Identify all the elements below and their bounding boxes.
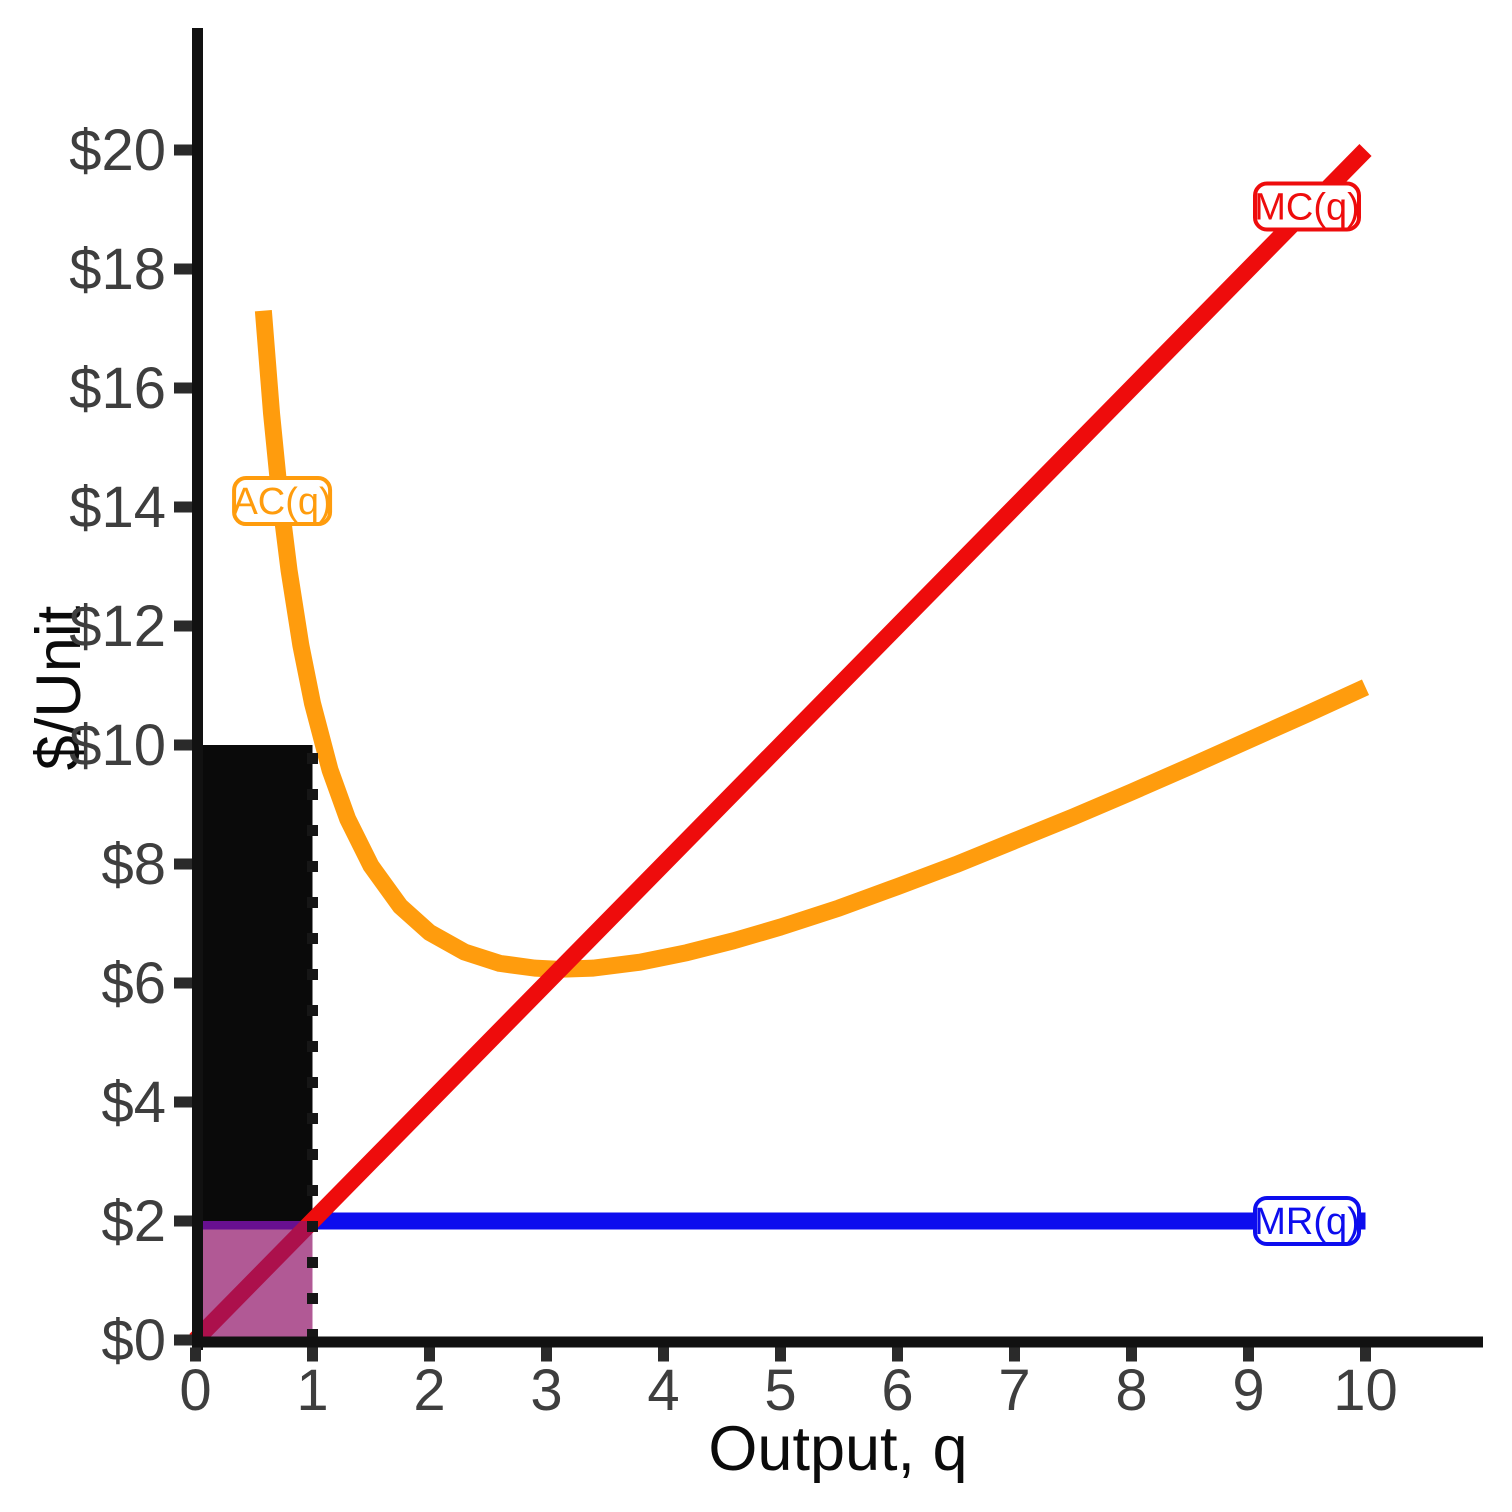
x-tick-label: 8	[1115, 1358, 1147, 1423]
y-tick-label: $2	[101, 1189, 166, 1254]
x-tick-label: 4	[647, 1358, 679, 1423]
mrq-label: MR(q)	[1254, 1201, 1360, 1243]
x-tick-label: 5	[764, 1358, 796, 1423]
x-tick-label: 7	[998, 1358, 1030, 1423]
x-tick	[1360, 1347, 1371, 1362]
x-tick	[1243, 1347, 1254, 1362]
x-tick	[658, 1347, 669, 1362]
y-tick-label: $10	[69, 713, 166, 778]
y-tick	[174, 739, 192, 751]
mrq-label-box	[1253, 1196, 1361, 1246]
revenue-rectangle	[197, 1221, 313, 1340]
y-tick	[174, 382, 192, 394]
mcq-line	[189, 144, 1372, 1346]
y-tick	[174, 977, 192, 989]
x-tick-label: 6	[881, 1358, 913, 1423]
acq-label: AC(q)	[232, 481, 331, 523]
y-tick-label: $4	[101, 1070, 166, 1135]
y-axis-title: $/Unit	[24, 605, 94, 770]
acq-line	[254, 309, 1370, 978]
x-tick	[307, 1347, 318, 1362]
y-tick	[174, 620, 192, 632]
x-tick-label: 9	[1232, 1358, 1264, 1423]
x-tick	[424, 1347, 435, 1362]
y-tick-label: $12	[69, 594, 166, 659]
y-tick-label: $18	[69, 237, 166, 302]
x-tick	[541, 1347, 552, 1362]
y-tick-label: $20	[69, 118, 166, 183]
y-tick	[174, 1096, 192, 1108]
axes-layer: Output, q $/Unit $0 $2 $4 $6 $8 $10 $12 $14 $16 $…	[24, 28, 1483, 1484]
y-tick	[174, 858, 192, 870]
y-tick	[174, 1215, 192, 1227]
x-tick	[892, 1347, 903, 1362]
y-tick	[174, 144, 192, 156]
x-tick-label: 2	[413, 1358, 445, 1423]
x-tick-label: 1	[296, 1358, 328, 1423]
y-axis-spine	[192, 28, 203, 1350]
y-tick-label: $16	[69, 356, 166, 421]
annotation-layer: MR(q) AC(q) MC(q)	[232, 181, 1361, 1246]
x-tick-label: 0	[179, 1358, 211, 1423]
x-tick-label: 3	[530, 1358, 562, 1423]
acq-label-box	[232, 476, 333, 527]
y-tick-label: $0	[101, 1308, 166, 1373]
x-axis-title: Output, q	[708, 1414, 967, 1484]
mcq-label: MC(q)	[1254, 187, 1360, 229]
mcq-label-box	[1253, 181, 1361, 232]
x-tick	[1126, 1347, 1137, 1362]
x-tick	[190, 1347, 201, 1362]
plot-layer	[189, 144, 1372, 1346]
loss-rectangle	[197, 745, 313, 1221]
y-tick-label: $6	[101, 951, 166, 1016]
y-tick	[174, 501, 192, 513]
y-tick	[174, 1334, 192, 1346]
x-tick	[775, 1347, 786, 1362]
y-tick	[174, 263, 192, 275]
y-tick-label: $14	[69, 475, 166, 540]
y-tick-label: $8	[101, 832, 166, 897]
x-tick	[1009, 1347, 1020, 1362]
x-axis-spine	[192, 1336, 1483, 1348]
x-tick-label: 10	[1333, 1358, 1398, 1423]
